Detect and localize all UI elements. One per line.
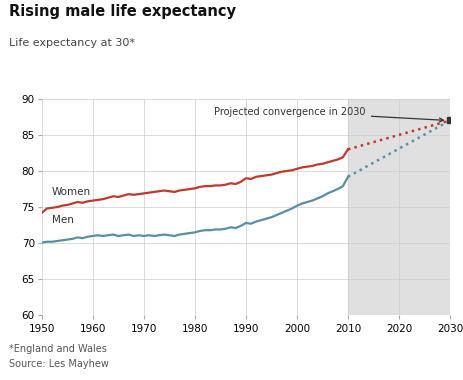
Bar <box>347 99 449 315</box>
Text: Women: Women <box>52 187 91 197</box>
Text: Rising male life expectancy: Rising male life expectancy <box>9 4 236 19</box>
Text: *England and Wales: *England and Wales <box>9 344 107 354</box>
Text: Life expectancy at 30*: Life expectancy at 30* <box>9 38 135 48</box>
Text: Source: Les Mayhew: Source: Les Mayhew <box>9 359 109 369</box>
Text: Projected convergence in 2030: Projected convergence in 2030 <box>214 107 443 122</box>
Text: Men: Men <box>52 215 74 225</box>
